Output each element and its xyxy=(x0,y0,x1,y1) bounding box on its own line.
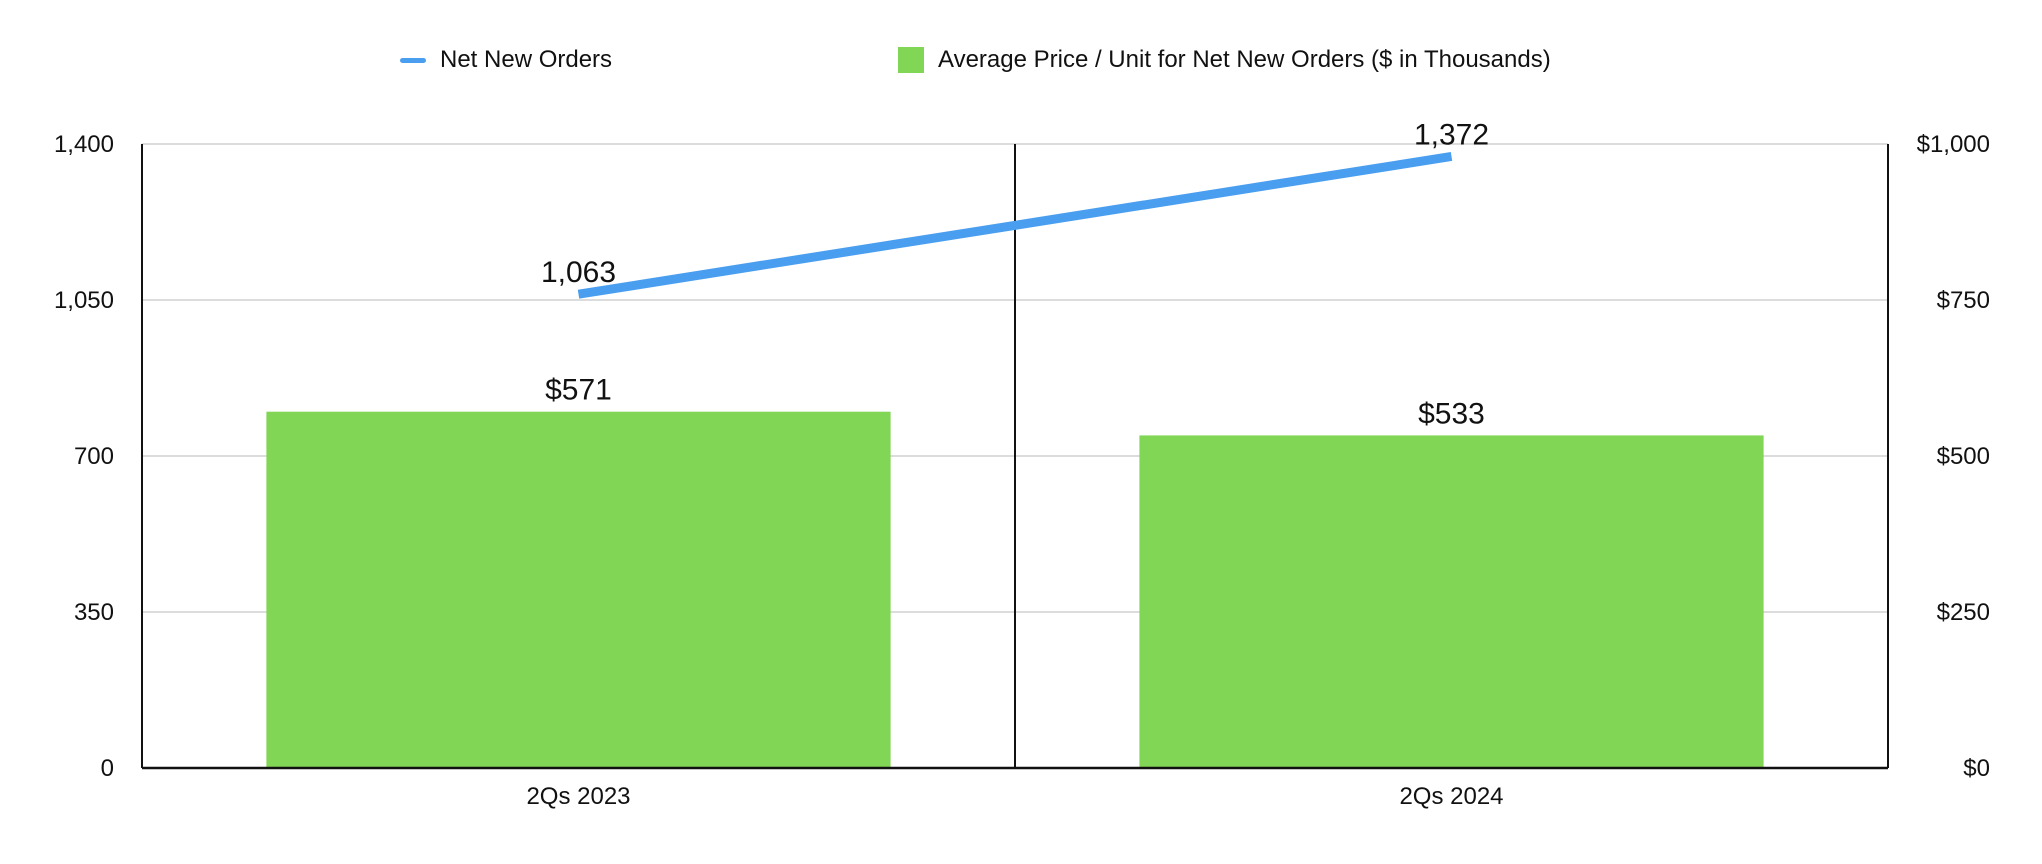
bar-data-label: $571 xyxy=(545,374,612,407)
y-left-tick-label: 0 xyxy=(101,755,114,782)
y-right-tick-label: $0 xyxy=(1963,755,1990,782)
line-data-label: 1,372 xyxy=(1414,118,1489,151)
y-left-tick-label: 700 xyxy=(74,443,114,470)
legend-label-net-new-orders: Net New Orders xyxy=(440,46,613,73)
legend: Net New Orders Average Price / Unit for … xyxy=(0,46,2042,86)
y-left-tick-label: 1,050 xyxy=(54,287,114,314)
bar xyxy=(1139,435,1764,768)
bar-data-label: $533 xyxy=(1418,397,1485,430)
legend-item-average-price: Average Price / Unit for Net New Orders … xyxy=(898,46,1551,74)
y-right-tick-label: $750 xyxy=(1937,287,1990,314)
legend-item-net-new-orders: Net New Orders xyxy=(400,46,612,74)
x-tick-label: 2Qs 2023 xyxy=(526,783,630,810)
legend-label-average-price: Average Price / Unit for Net New Orders … xyxy=(938,46,1551,73)
bar xyxy=(266,411,891,768)
line-data-label: 1,063 xyxy=(541,256,616,289)
x-tick-label: 2Qs 2024 xyxy=(1399,783,1503,810)
y-left-tick-label: 1,400 xyxy=(54,131,114,158)
legend-line-swatch xyxy=(400,57,426,63)
legend-square-swatch xyxy=(898,47,924,73)
line-series-net-new-orders xyxy=(577,152,1453,299)
y-right-tick-label: $500 xyxy=(1937,443,1990,470)
y-right-tick-label: $250 xyxy=(1937,599,1990,626)
y-right-tick-label: $1,000 xyxy=(1917,131,1990,158)
y-left-tick-label: 350 xyxy=(74,599,114,626)
